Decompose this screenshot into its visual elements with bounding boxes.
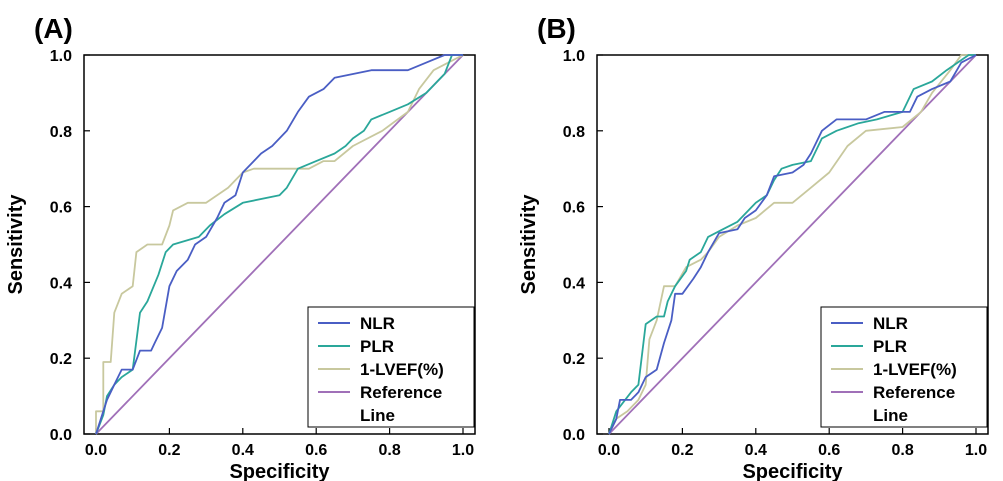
chart-panel-b: (B) 0.0 0.2 0.4 0.6 0.8 1.0 0.0 0.2 0.4 0.6 0.8 1.0 S… xyxy=(518,13,989,481)
y-tick-label: 0.2 xyxy=(563,351,585,368)
x-tick-label: 0.4 xyxy=(232,442,254,459)
x-tick-label: 1.0 xyxy=(452,442,474,459)
legend-label: Reference xyxy=(873,383,955,402)
legend-box xyxy=(820,306,988,428)
x-tick-label: 0.2 xyxy=(671,442,693,459)
x-tick-label: 1.0 xyxy=(965,442,987,459)
legend-label: Line xyxy=(360,406,395,425)
x-axis-title: Specificity xyxy=(229,461,330,481)
y-tick-label: 0.2 xyxy=(50,351,72,368)
panel-label: (B) xyxy=(537,13,576,44)
legend-label: PLR xyxy=(360,337,394,356)
legend-label: PLR xyxy=(873,337,907,356)
legend-label: 1-LVEF(%) xyxy=(360,360,444,379)
x-tick-label: 0.0 xyxy=(85,442,107,459)
series-line-plr xyxy=(608,54,976,435)
y-tick-label: 0.4 xyxy=(563,275,585,292)
y-tick-label: 0.4 xyxy=(50,275,72,292)
y-tick-label: 1.0 xyxy=(563,48,585,65)
legend: NLR PLR 1-LVEF(%) Reference Line xyxy=(820,306,988,428)
series-line-nlr xyxy=(608,54,977,435)
series-line-reference-line xyxy=(608,54,977,435)
y-tick-label: 0.6 xyxy=(50,200,72,217)
y-axis-title: Sensitivity xyxy=(5,194,27,295)
panel-label: (A) xyxy=(34,13,73,44)
series-line-nlr xyxy=(95,54,463,435)
series-line-1-lvef xyxy=(95,54,464,434)
plot-frame xyxy=(83,54,476,435)
legend-label: NLR xyxy=(360,314,395,333)
chart-panel-a: (A) 0.0 0.2 0.4 0.6 0.8 1.0 0.0 0.2 0.4 0.6 0.8 1.0 S… xyxy=(5,13,476,481)
legend-label: Line xyxy=(873,406,908,425)
y-tick-label: 1.0 xyxy=(50,48,72,65)
y-tick-label: 0.0 xyxy=(50,427,72,444)
series-line-1-lvef xyxy=(608,54,976,435)
plot-frame xyxy=(596,54,989,435)
series-line-reference-line xyxy=(95,54,464,435)
legend-box xyxy=(307,306,475,428)
x-tick-label: 0.8 xyxy=(891,442,913,459)
y-tick-label: 0.0 xyxy=(563,427,585,444)
y-axis-title: Sensitivity xyxy=(518,194,540,295)
x-tick-label: 0.0 xyxy=(598,442,620,459)
y-tick-label: 0.6 xyxy=(563,200,585,217)
x-tick-label: 0.6 xyxy=(818,442,840,459)
y-tick-label: 0.8 xyxy=(50,124,72,141)
x-tick-label: 0.2 xyxy=(158,442,180,459)
x-tick-label: 0.6 xyxy=(305,442,327,459)
x-tick-label: 0.8 xyxy=(378,442,400,459)
series-line-plr xyxy=(95,54,463,435)
legend-label: 1-LVEF(%) xyxy=(873,360,957,379)
x-axis-title: Specificity xyxy=(742,461,843,481)
legend-label: NLR xyxy=(873,314,908,333)
x-tick-label: 0.4 xyxy=(745,442,767,459)
y-tick-label: 0.8 xyxy=(563,124,585,141)
legend-label: Reference xyxy=(360,383,442,402)
legend: NLR PLR 1-LVEF(%) Reference Line xyxy=(307,306,475,428)
